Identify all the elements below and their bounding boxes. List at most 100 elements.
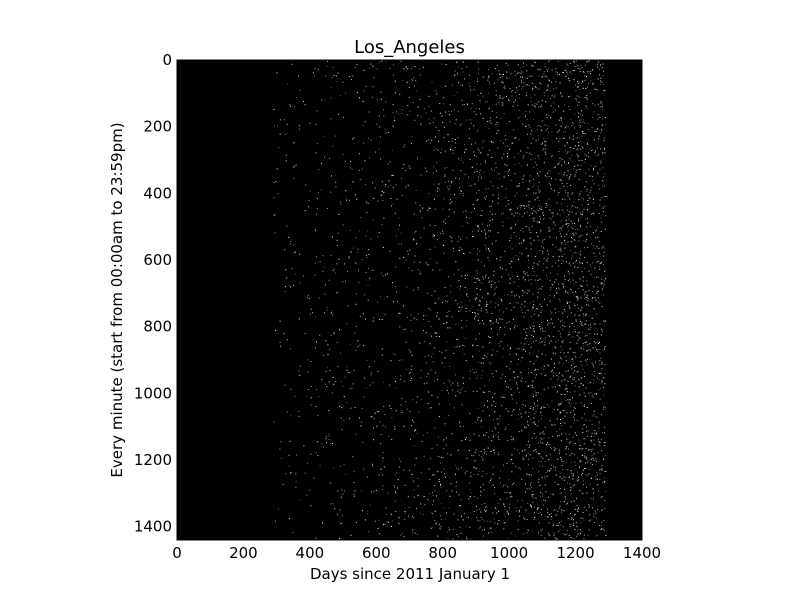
heatmap-cell bbox=[594, 510, 596, 512]
heatmap-cell bbox=[601, 81, 603, 83]
heatmap-cell bbox=[601, 247, 603, 249]
heatmap-cell bbox=[537, 400, 538, 402]
heatmap-cell bbox=[576, 434, 577, 436]
heatmap-cell bbox=[429, 407, 431, 409]
heatmap-cell bbox=[304, 472, 306, 474]
heatmap-cell bbox=[589, 175, 591, 177]
heatmap-cell bbox=[349, 229, 351, 231]
heatmap-cell bbox=[411, 78, 412, 80]
heatmap-cell bbox=[558, 530, 560, 532]
heatmap-cell bbox=[580, 522, 582, 524]
heatmap-cell bbox=[287, 83, 289, 85]
heatmap-cell bbox=[602, 294, 604, 296]
heatmap-cell bbox=[510, 260, 512, 262]
heatmap-cell bbox=[515, 382, 517, 384]
heatmap-cell bbox=[567, 302, 568, 303]
heatmap-cell bbox=[600, 263, 602, 264]
heatmap-cell bbox=[342, 154, 344, 155]
heatmap-cell bbox=[417, 478, 419, 479]
heatmap-cell bbox=[321, 379, 323, 381]
heatmap-cell bbox=[457, 73, 459, 75]
heatmap-cell bbox=[460, 275, 462, 277]
heatmap-cell bbox=[573, 377, 575, 378]
heatmap-cell bbox=[407, 114, 409, 116]
heatmap-cell bbox=[528, 344, 530, 346]
heatmap-cell bbox=[459, 124, 461, 126]
heatmap-cell bbox=[604, 372, 606, 374]
heatmap-cell bbox=[569, 391, 571, 393]
heatmap-cell bbox=[307, 371, 309, 373]
heatmap-cell bbox=[549, 300, 551, 302]
heatmap-cell bbox=[585, 154, 587, 156]
heatmap-cell bbox=[517, 414, 519, 416]
heatmap-cell bbox=[358, 269, 359, 271]
heatmap-cell bbox=[528, 352, 530, 354]
heatmap-cell bbox=[572, 272, 574, 274]
heatmap-cell bbox=[353, 137, 355, 139]
heatmap-cell bbox=[590, 186, 592, 188]
heatmap-cell bbox=[448, 188, 450, 190]
heatmap-cell bbox=[579, 251, 581, 252]
heatmap-cell bbox=[398, 516, 400, 518]
heatmap-cell bbox=[358, 230, 360, 232]
heatmap-cell bbox=[604, 90, 606, 92]
heatmap-cell bbox=[513, 371, 515, 373]
heatmap-cell bbox=[540, 328, 542, 330]
heatmap-cell bbox=[583, 313, 584, 315]
heatmap-cell bbox=[473, 496, 475, 498]
heatmap-cell bbox=[539, 453, 541, 455]
heatmap-cell bbox=[412, 532, 414, 534]
heatmap-cell bbox=[592, 347, 594, 349]
heatmap-cell bbox=[400, 232, 402, 234]
heatmap-cell bbox=[456, 534, 458, 536]
heatmap-cell bbox=[415, 80, 417, 82]
heatmap-cell bbox=[459, 178, 460, 180]
heatmap-cell bbox=[294, 251, 296, 253]
heatmap-cell bbox=[384, 413, 386, 415]
heatmap-cell bbox=[344, 160, 346, 162]
heatmap-cell bbox=[506, 153, 508, 155]
heatmap-cell bbox=[588, 449, 590, 451]
heatmap-cell bbox=[413, 489, 415, 491]
heatmap-cell bbox=[444, 182, 446, 183]
heatmap-cell bbox=[579, 224, 581, 226]
heatmap-cell bbox=[548, 227, 550, 229]
heatmap-cell bbox=[348, 372, 350, 373]
heatmap-cell bbox=[304, 332, 306, 334]
heatmap-cell bbox=[531, 104, 533, 106]
heatmap-cell bbox=[474, 451, 476, 453]
heatmap-cell bbox=[519, 237, 521, 239]
heatmap-cell bbox=[601, 508, 603, 510]
heatmap-cell bbox=[298, 370, 300, 372]
heatmap-cell bbox=[519, 408, 521, 410]
heatmap-cell bbox=[595, 478, 597, 480]
heatmap-cell bbox=[562, 340, 564, 341]
heatmap-cell bbox=[478, 304, 480, 306]
heatmap-cell bbox=[284, 384, 286, 386]
heatmap-cell bbox=[574, 432, 576, 434]
heatmap-cell bbox=[571, 453, 573, 454]
heatmap-cell bbox=[321, 162, 322, 164]
heatmap-cell bbox=[477, 309, 479, 311]
heatmap-cell bbox=[511, 471, 513, 473]
heatmap-cell bbox=[565, 75, 567, 77]
heatmap-cell bbox=[476, 371, 478, 373]
heatmap-cell bbox=[420, 123, 422, 125]
heatmap-cell bbox=[501, 102, 503, 103]
heatmap-cell bbox=[444, 150, 446, 152]
heatmap-cell bbox=[495, 239, 497, 241]
heatmap-cell bbox=[544, 66, 546, 68]
heatmap-cell bbox=[554, 281, 556, 283]
heatmap-cell bbox=[365, 519, 366, 521]
heatmap-cell bbox=[342, 385, 344, 387]
heatmap-cell bbox=[481, 177, 482, 179]
heatmap-cell bbox=[572, 70, 574, 71]
heatmap-cell bbox=[372, 96, 374, 98]
heatmap-cell bbox=[503, 485, 505, 487]
y-tick-label: 200 bbox=[143, 118, 172, 136]
heatmap-cell bbox=[319, 334, 321, 336]
heatmap-cell bbox=[493, 449, 494, 451]
heatmap-cell bbox=[530, 142, 532, 144]
heatmap-cell bbox=[511, 266, 512, 268]
heatmap-cell bbox=[602, 118, 604, 120]
